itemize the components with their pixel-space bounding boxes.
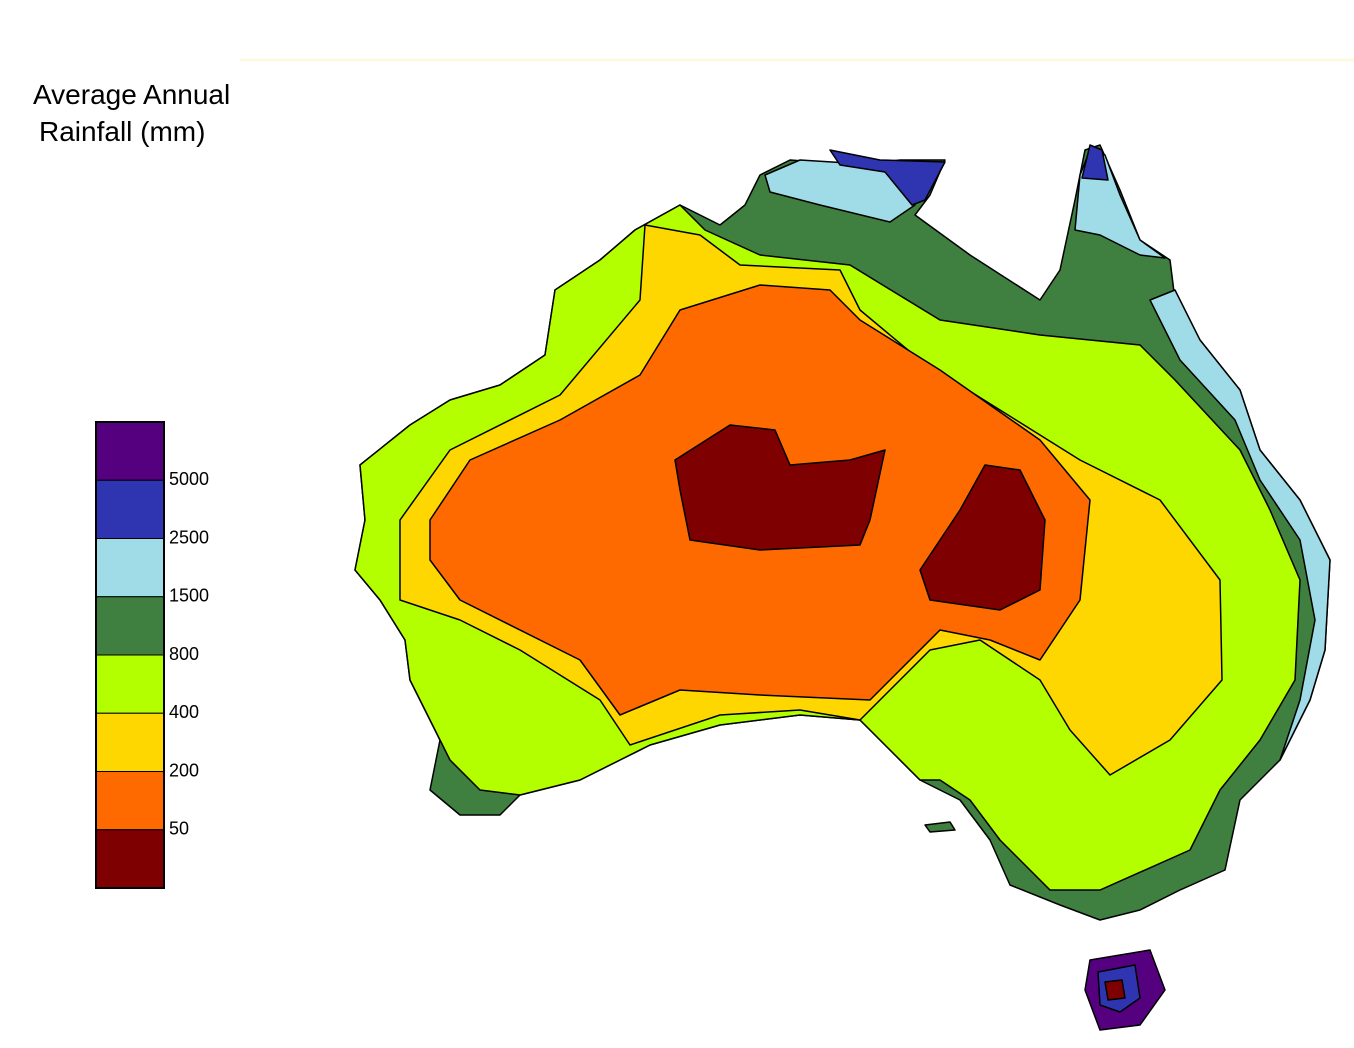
- region-under-50: [674, 424, 886, 551]
- region-1500-2500: [1149, 289, 1331, 761]
- legend-swatch: [95, 421, 165, 481]
- region-800-1500: [924, 821, 956, 833]
- legend-label: 1500: [169, 586, 209, 606]
- title-line-2: Rainfall (mm): [39, 116, 205, 147]
- legend-frame: [95, 421, 165, 889]
- legend-swatch: [95, 771, 165, 831]
- legend-swatch: [95, 479, 165, 539]
- region-1500-2500: [764, 159, 916, 223]
- legend-label: 50: [169, 819, 189, 839]
- region-under-50: [1104, 979, 1126, 1001]
- legend-swatch: [95, 654, 165, 714]
- title-line-1: Average Annual: [33, 79, 230, 110]
- legend-label: 2500: [169, 527, 209, 547]
- region-2500-5000: [829, 149, 946, 206]
- region-2500-5000: [1081, 144, 1109, 181]
- legend-label: 800: [169, 644, 199, 664]
- australia: [354, 144, 1331, 1031]
- legend-swatch: [95, 829, 165, 889]
- legend-swatch: [95, 712, 165, 772]
- legend-label: 5000: [169, 469, 209, 489]
- legend: 5000 2500 1500 800 400 200 50: [95, 421, 209, 889]
- legend-swatch: [95, 596, 165, 656]
- legend-label: 400: [169, 702, 199, 722]
- legend-label: 200: [169, 760, 199, 780]
- legend-swatch: [95, 538, 165, 598]
- region-under-50: [919, 464, 1046, 611]
